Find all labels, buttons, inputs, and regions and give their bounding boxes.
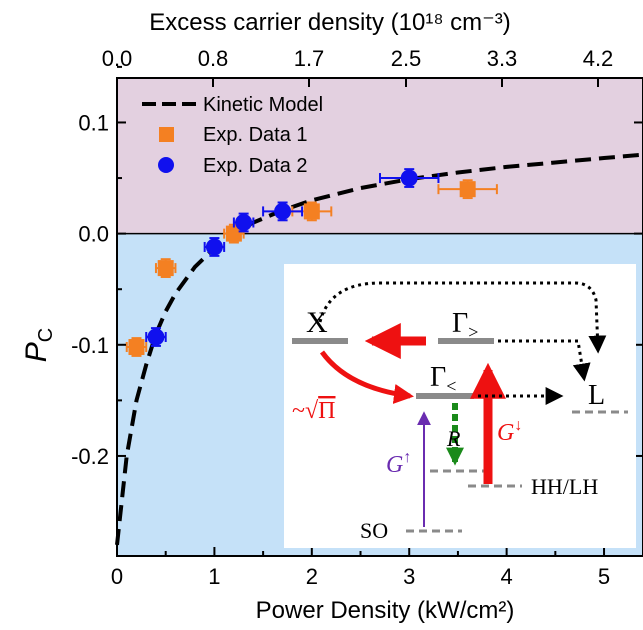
exp1-point [157, 260, 174, 277]
label-r: R [446, 426, 461, 451]
exp1-point [303, 203, 320, 220]
y-tick-label: 0.0 [78, 222, 109, 247]
top-tick-label: 1.7 [294, 46, 325, 71]
label-g-down-base: G [497, 420, 514, 446]
label-gamma-lower: Γ< [430, 362, 456, 396]
ticks-layer: 0 1 2 3 4 50.0 0.8 1.7 2.5 3.3 4.2-0.2-0.10.00.1 [71, 46, 643, 589]
label-g-up: G↑ [386, 449, 411, 478]
exp2-point [274, 202, 292, 220]
plot-frame [116, 77, 643, 557]
exp2-point [400, 169, 418, 187]
label-gamma-upper: Γ> [452, 308, 478, 342]
exp1-point [225, 225, 242, 242]
data-points-layer [125, 168, 498, 357]
label-g-up-base: G [386, 452, 403, 478]
label-sqrt: ~√Π [292, 398, 336, 424]
y-axis-title: PC [20, 328, 57, 362]
label-g-down-sup: ↓ [514, 417, 522, 434]
label-hhlh: HH/LH [531, 474, 598, 499]
legend: Kinetic Model Exp. Data 1 Exp. Data 2 [142, 94, 323, 177]
inset-diagram: X Γ> Γ< L ~√Π R G↑ G↓ HH/LH SO [284, 264, 636, 548]
arrow-x-to-gamma-lower [319, 350, 414, 404]
top-tick-label: 0.8 [198, 46, 229, 71]
exp1-point [459, 181, 476, 198]
label-gamma-lower-sub: < [446, 376, 456, 396]
label-gamma-lower-base: Γ [430, 362, 446, 393]
x-tick-label: 2 [306, 564, 318, 589]
y-tick-label: -0.2 [71, 444, 109, 469]
top-axis-title: Excess carrier density (10¹⁸ cm⁻³) [149, 9, 511, 36]
arrow-x-to-l [318, 281, 607, 354]
label-gamma-upper-base: Γ [452, 308, 468, 339]
exp2-point [147, 328, 165, 346]
legend-exp1-marker [159, 127, 174, 142]
label-sqrt-tilde: ~ [292, 398, 305, 424]
exp2-point [235, 214, 253, 232]
y-tick-label: 0.1 [78, 110, 109, 135]
label-sqrt-pi: Π [318, 398, 335, 424]
positive-region-background [117, 78, 643, 234]
x-tick-label: 1 [208, 564, 220, 589]
label-l: L [588, 380, 605, 411]
x-tick-label: 3 [403, 564, 415, 589]
legend-exp2-label: Exp. Data 2 [203, 155, 308, 177]
legend-exp1-label: Exp. Data 1 [203, 124, 308, 146]
x-tick-label: 5 [598, 564, 610, 589]
x-tick-label: 0 [111, 564, 123, 589]
x-axis-title: Power Density (kW/cm²) [256, 597, 515, 624]
arrow-gamma-upper-to-l [498, 339, 591, 382]
label-gamma-upper-sub: > [468, 322, 478, 342]
y-tick-label: -0.1 [71, 333, 109, 358]
top-tick-label: 2.5 [391, 46, 422, 71]
label-g-up-sup: ↑ [403, 449, 411, 466]
label-g-down: G↓ [497, 417, 522, 446]
inset-background [284, 264, 636, 548]
y-axis-title-subscript: C [35, 328, 57, 342]
label-sqrt-radical: √ [305, 398, 319, 424]
y-axis-title-symbol: P [20, 342, 53, 362]
top-tick-label: 4.2 [583, 46, 614, 71]
legend-model-label: Kinetic Model [203, 94, 323, 116]
label-so: SO [360, 518, 388, 543]
exp1-point [128, 339, 145, 356]
x-tick-label: 4 [501, 564, 513, 589]
top-tick-label: 3.3 [487, 46, 518, 71]
label-x: X [306, 306, 328, 339]
exp2-point [205, 238, 223, 256]
legend-exp2-marker [158, 157, 174, 173]
